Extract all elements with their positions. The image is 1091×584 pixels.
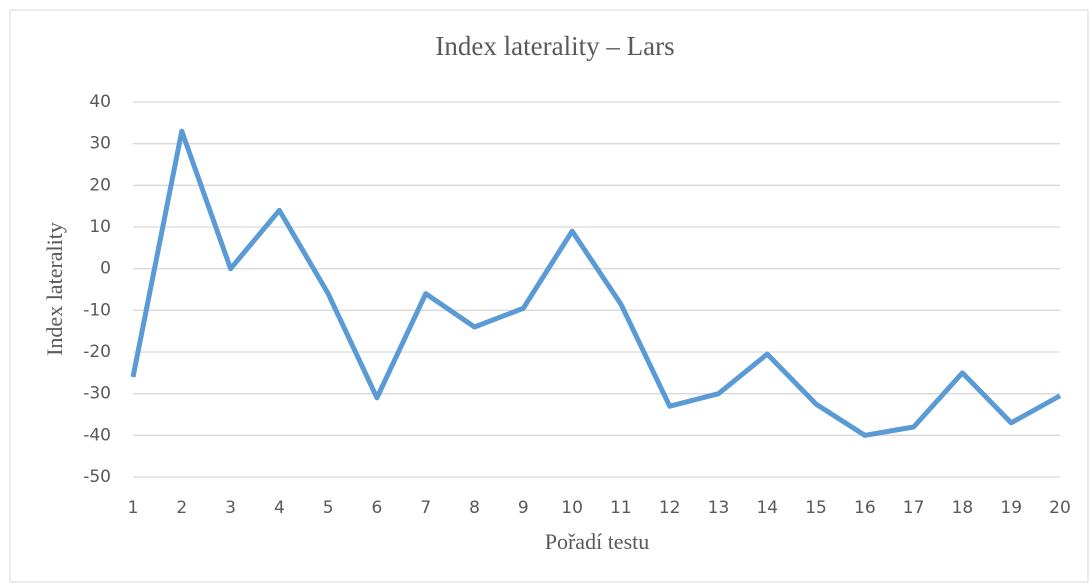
x-tick-label: 16: [854, 498, 876, 518]
x-tick-label: 3: [225, 498, 236, 518]
x-tick-label: 14: [756, 498, 778, 518]
x-tick-label: 15: [805, 498, 827, 518]
y-tick-label: -30: [83, 384, 111, 404]
x-tick-label: 7: [420, 498, 431, 518]
chart-title: Index laterality – Lars: [435, 31, 674, 61]
x-tick-label: 2: [176, 498, 187, 518]
x-tick-label: 4: [274, 498, 285, 518]
x-tick-label: 5: [323, 498, 334, 518]
y-tick-label: 10: [89, 217, 111, 237]
chart-frame: [9, 9, 1089, 583]
y-tick-label: -50: [83, 467, 111, 487]
data-line: [130, 128, 1062, 438]
x-tick-label: 11: [610, 498, 632, 518]
x-axis-title: Pořadí testu: [545, 529, 650, 554]
y-tick-label: 30: [89, 134, 111, 154]
x-tick-label: 17: [903, 498, 925, 518]
x-tick-label: 13: [708, 498, 730, 518]
x-tick-label: 18: [952, 498, 974, 518]
x-tick-label: 1: [128, 498, 139, 518]
y-tick-label: 20: [89, 175, 111, 195]
y-tick-label: -40: [83, 425, 111, 445]
x-tick-label: 10: [561, 498, 583, 518]
y-tick-label: 40: [89, 92, 111, 112]
y-tick-label: -10: [83, 300, 111, 320]
x-tick-label: 19: [1000, 498, 1022, 518]
x-tick-label: 12: [659, 498, 681, 518]
y-axis-title: Index laterality: [42, 222, 67, 356]
y-tick-label: 0: [100, 259, 111, 279]
x-tick-label: 8: [469, 498, 480, 518]
x-tick-label: 20: [1049, 498, 1071, 518]
y-tick-label: -20: [83, 342, 111, 362]
x-tick-label: 6: [372, 498, 383, 518]
x-tick-label: 9: [518, 498, 529, 518]
